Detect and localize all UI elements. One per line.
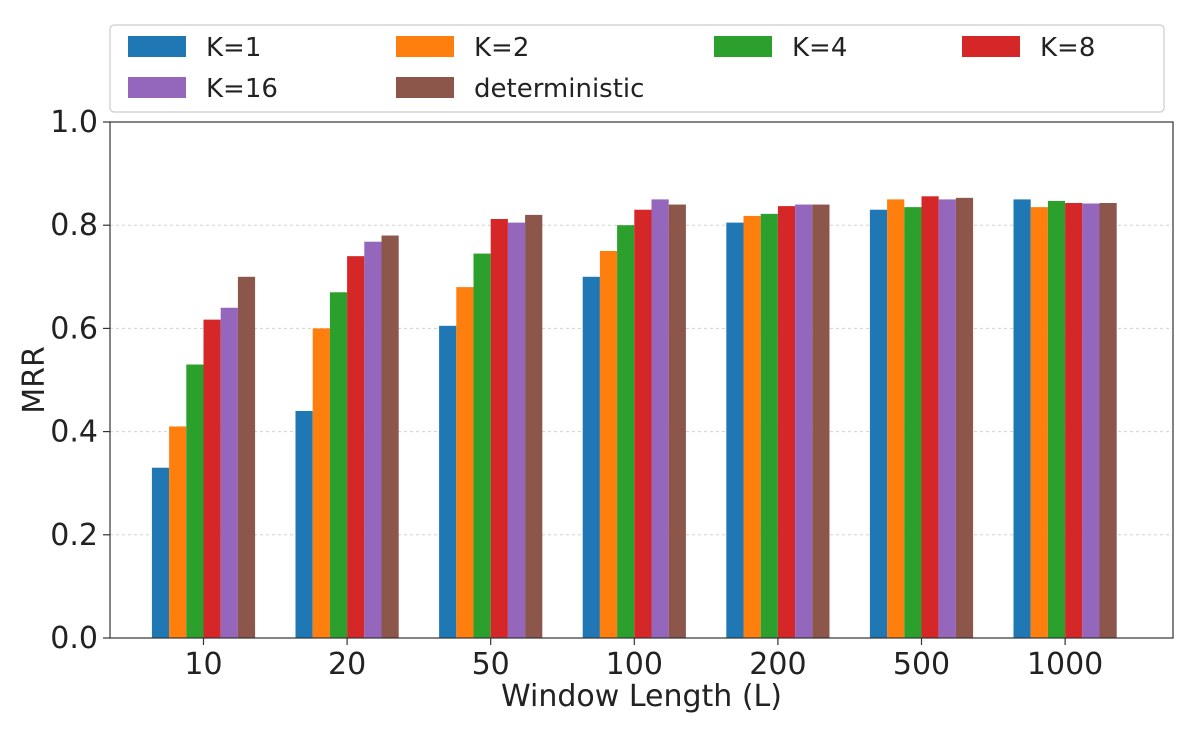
legend-box [109,24,1165,113]
x-tick-label: 10 [184,647,222,682]
legend-swatch [128,36,186,57]
bar-k1-50 [439,325,457,638]
legend-label: K=4 [792,33,847,63]
bar-deterministic-10 [237,276,256,638]
bar-k4-200 [760,213,778,638]
bar-k16-20 [364,241,382,638]
bar-k8-20 [347,256,365,638]
y-tick-label: 0.6 [50,311,98,346]
bar-k16-50 [507,222,526,638]
bar-k1-100 [582,276,600,638]
bar-k2-100 [599,251,618,638]
x-tick-label: 100 [606,647,663,682]
x-tick-label: 500 [893,647,950,682]
bar-k1-500 [869,209,888,638]
x-tick-label: 20 [328,647,366,682]
bar-k8-500 [921,196,939,638]
legend-label: K=8 [1040,33,1095,63]
bar-k4-100 [617,225,635,638]
y-axis-label: MRR [17,346,52,414]
bar-k2-50 [456,287,474,638]
bar-k8-1000 [1065,203,1083,638]
legend: K=1 K=2 K=4 K=8 K=16 deterministic [109,24,1165,113]
x-tick-label: 50 [472,647,510,682]
bar-k16-200 [795,204,813,638]
bar-deterministic-100 [668,204,686,638]
y-axis-ticks: 0.0 0.2 0.4 0.6 0.8 1.0 [50,105,110,656]
bar-deterministic-500 [955,197,974,639]
x-tick-label: 1000 [1027,647,1103,682]
y-tick-label: 0.0 [50,621,98,656]
x-axis-label: Window Length (L) [501,679,782,714]
legend-swatch [714,36,772,57]
bars [151,196,1117,639]
bar-deterministic-1000 [1099,203,1117,638]
bar-k1-20 [295,410,313,638]
bar-k1-10 [151,467,170,638]
x-axis-ticks: 10 20 50 100 200 500 1000 [184,638,1103,682]
plot-area-frame [109,121,1174,639]
bar-k2-1000 [1030,207,1048,638]
bar-k8-50 [490,219,508,638]
y-tick-label: 0.8 [50,208,98,243]
x-tick-label: 200 [749,647,806,682]
y-tick-label: 0.4 [50,415,98,450]
legend-swatch [396,77,454,98]
bar-k4-20 [329,292,348,638]
legend-swatch [396,36,454,57]
bar-k2-10 [169,426,187,638]
bar-k16-10 [220,307,238,638]
legend-swatch [128,77,186,98]
legend-label: deterministic [474,74,644,104]
bar-k2-20 [312,328,330,638]
bar-k4-500 [904,207,922,638]
bar-deterministic-200 [812,204,830,638]
bar-k1-1000 [1013,199,1031,638]
bar-k16-100 [651,199,669,638]
legend-label: K=16 [206,74,278,104]
bar-k4-10 [186,364,204,638]
bar-k2-200 [743,215,761,639]
bar-k16-1000 [1082,203,1100,638]
bar-k8-200 [777,206,796,638]
y-tick-label: 0.2 [50,518,98,553]
bar-k8-100 [634,209,652,638]
legend-label: K=2 [474,33,529,63]
bar-k16-500 [938,199,956,638]
bar-k2-500 [887,199,905,638]
bar-k1-200 [726,222,744,638]
bar-deterministic-50 [525,214,543,638]
bar-k4-1000 [1047,200,1066,638]
legend-label: K=1 [206,33,261,63]
legend-swatch [962,36,1020,57]
bar-k4-50 [473,253,491,638]
bar-deterministic-20 [381,235,399,638]
bar-k8-10 [203,319,221,638]
y-tick-label: 1.0 [50,105,98,140]
